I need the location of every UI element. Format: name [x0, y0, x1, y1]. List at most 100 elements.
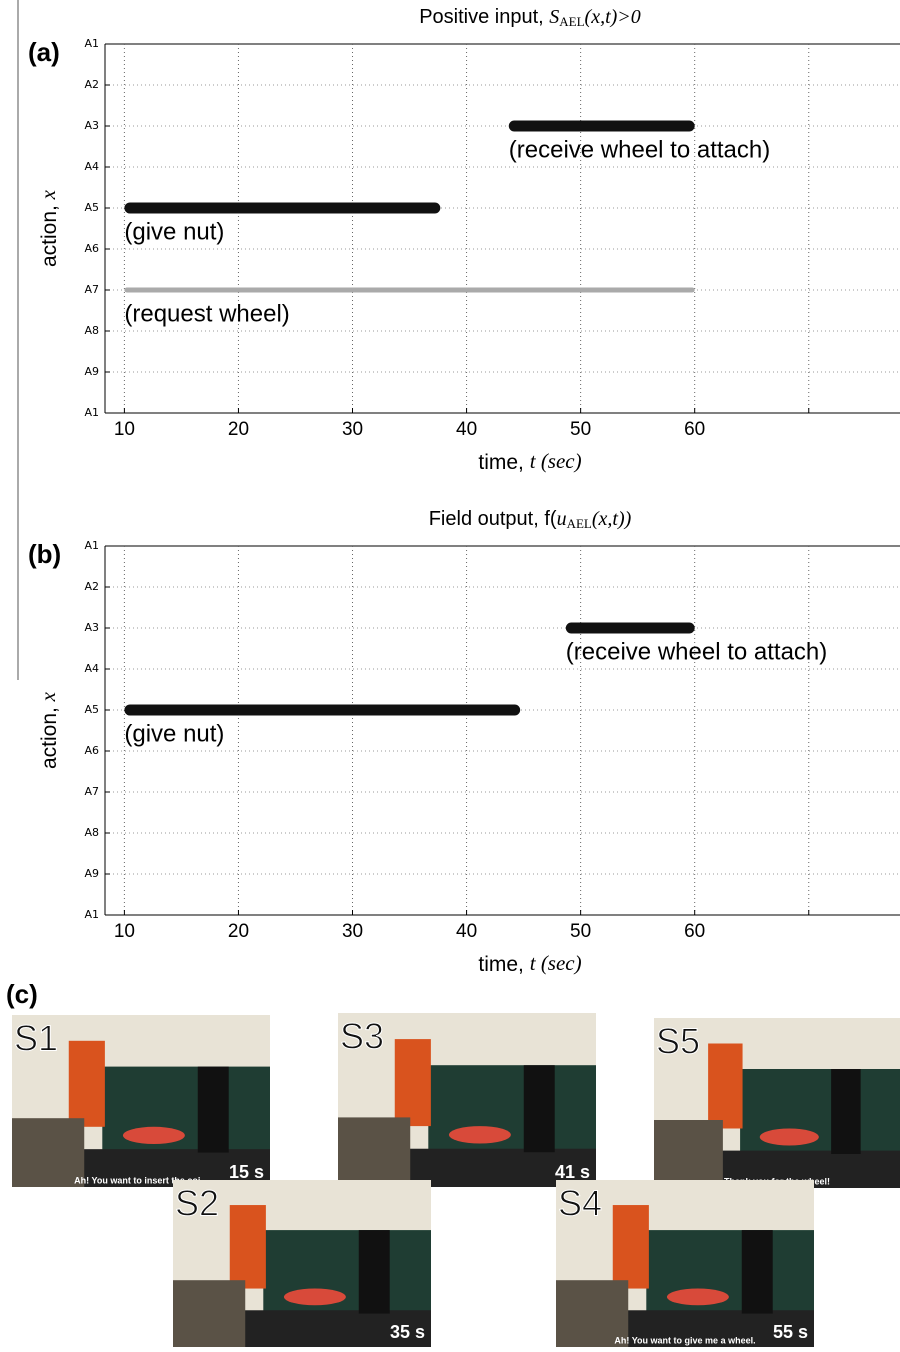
- y-axis-label: action, x: [36, 691, 61, 769]
- photo-caption: Ah! You want to insert the coi...: [74, 1175, 208, 1185]
- photo-robot: [229, 1205, 266, 1289]
- photo-robot: [708, 1043, 743, 1129]
- photo-person: [523, 1065, 555, 1153]
- photo-robot: [612, 1205, 649, 1289]
- y-tick-label: A7: [84, 785, 99, 798]
- bar-label: (receive wheel to attach): [566, 638, 827, 665]
- photo-time: 15 s: [229, 1162, 264, 1182]
- y-tick-label: A8: [84, 826, 99, 839]
- text-part: (x,t)): [592, 508, 632, 530]
- text-part: AEL: [567, 516, 592, 531]
- range-bar: [565, 622, 695, 634]
- y-tick-label: A3: [84, 119, 99, 132]
- y-tick-label: A2: [84, 580, 99, 593]
- photo-time: 41 s: [555, 1162, 590, 1182]
- x-tick-label: 50: [570, 419, 591, 440]
- y-tick-label: A1: [84, 908, 99, 921]
- photo-table: [283, 1288, 346, 1306]
- text-part: time,: [478, 953, 529, 976]
- photo-caption: Ah! You want to give me a wheel.: [614, 1335, 755, 1345]
- y-tick-label: A8: [84, 324, 99, 337]
- photo-label: S1: [14, 1018, 58, 1059]
- text-part: Positive input,: [419, 6, 549, 28]
- photo-label: S4: [558, 1183, 602, 1224]
- y-tick-label: A7: [84, 283, 99, 296]
- x-tick-label: 40: [456, 921, 477, 942]
- photo-time: 35 s: [390, 1322, 425, 1342]
- text-part: (x,t)>0: [585, 6, 641, 28]
- range-bar: [508, 120, 695, 132]
- photo-panel: [263, 1230, 431, 1322]
- photo-panel: [102, 1066, 270, 1162]
- photo-time: 55 s: [773, 1322, 808, 1342]
- y-tick-label: A1: [84, 37, 99, 50]
- x-tick-label: 40: [456, 419, 477, 440]
- bar-label: (receive wheel to attach): [509, 136, 770, 163]
- chart-title: Field output, f(uAEL(x,t)): [429, 508, 632, 531]
- text-part: u: [557, 508, 567, 530]
- panel-label: (b): [28, 539, 61, 569]
- y-tick-label: A3: [84, 621, 99, 634]
- photo-label: S3: [340, 1016, 384, 1057]
- y-tick-label: A1: [84, 406, 99, 419]
- photo-person: [831, 1069, 861, 1154]
- x-tick-label: 60: [684, 419, 705, 440]
- photo-table: [666, 1288, 729, 1306]
- range-bar: [124, 202, 441, 214]
- bar-label: (give nut): [124, 720, 224, 747]
- y-tick-label: A4: [84, 662, 99, 675]
- text-part: x: [36, 189, 60, 200]
- range-bar: [124, 287, 695, 293]
- x-tick-label: 50: [570, 921, 591, 942]
- x-tick-label: 20: [228, 419, 249, 440]
- y-tick-label: A4: [84, 160, 99, 173]
- photo-panel: [646, 1230, 814, 1322]
- y-tick-label: A5: [84, 703, 99, 716]
- photo-label: S5: [656, 1021, 700, 1062]
- photo-inset: [654, 1120, 723, 1188]
- photo-inset: [12, 1118, 85, 1187]
- y-tick-label: A9: [84, 365, 99, 378]
- y-tick-label: A1: [84, 539, 99, 552]
- photo-person: [358, 1230, 390, 1314]
- text-part: Field output, f(: [429, 508, 557, 530]
- x-tick-label: 30: [342, 419, 363, 440]
- photo-inset: [338, 1117, 411, 1187]
- text-part: action,: [38, 199, 61, 267]
- y-tick-label: A6: [84, 242, 99, 255]
- x-tick-label: 60: [684, 921, 705, 942]
- x-tick-label: 10: [114, 921, 135, 942]
- photo-table: [759, 1128, 819, 1146]
- text-part: time,: [478, 451, 529, 474]
- photo-inset: [173, 1280, 246, 1347]
- panel-label: (c): [6, 979, 38, 1009]
- text-part: (sec): [536, 449, 582, 473]
- photo-panel: [740, 1069, 900, 1163]
- text-part: (sec): [536, 951, 582, 975]
- photo-inset: [556, 1280, 629, 1347]
- y-axis-label: action, x: [36, 189, 61, 267]
- bar-label: (give nut): [124, 218, 224, 245]
- y-tick-label: A5: [84, 201, 99, 214]
- photo-table: [122, 1126, 185, 1144]
- photo-person: [197, 1066, 229, 1153]
- x-axis-label: time, t (sec): [478, 951, 581, 976]
- text-part: t: [530, 951, 537, 975]
- range-bar: [124, 704, 521, 716]
- photo-robot: [68, 1040, 105, 1127]
- photo-table: [448, 1126, 511, 1144]
- y-tick-label: A2: [84, 78, 99, 91]
- panel-label: (a): [28, 37, 60, 67]
- chart-title: Positive input, SAEL(x,t)>0: [419, 6, 641, 29]
- photo-panel: [428, 1065, 596, 1161]
- text-part: x: [36, 691, 60, 702]
- photo-robot: [394, 1039, 431, 1127]
- y-tick-label: A6: [84, 744, 99, 757]
- x-tick-label: 20: [228, 921, 249, 942]
- x-axis-label: time, t (sec): [478, 449, 581, 474]
- text-part: AEL: [559, 14, 584, 29]
- x-tick-label: 30: [342, 921, 363, 942]
- text-part: t: [530, 449, 537, 473]
